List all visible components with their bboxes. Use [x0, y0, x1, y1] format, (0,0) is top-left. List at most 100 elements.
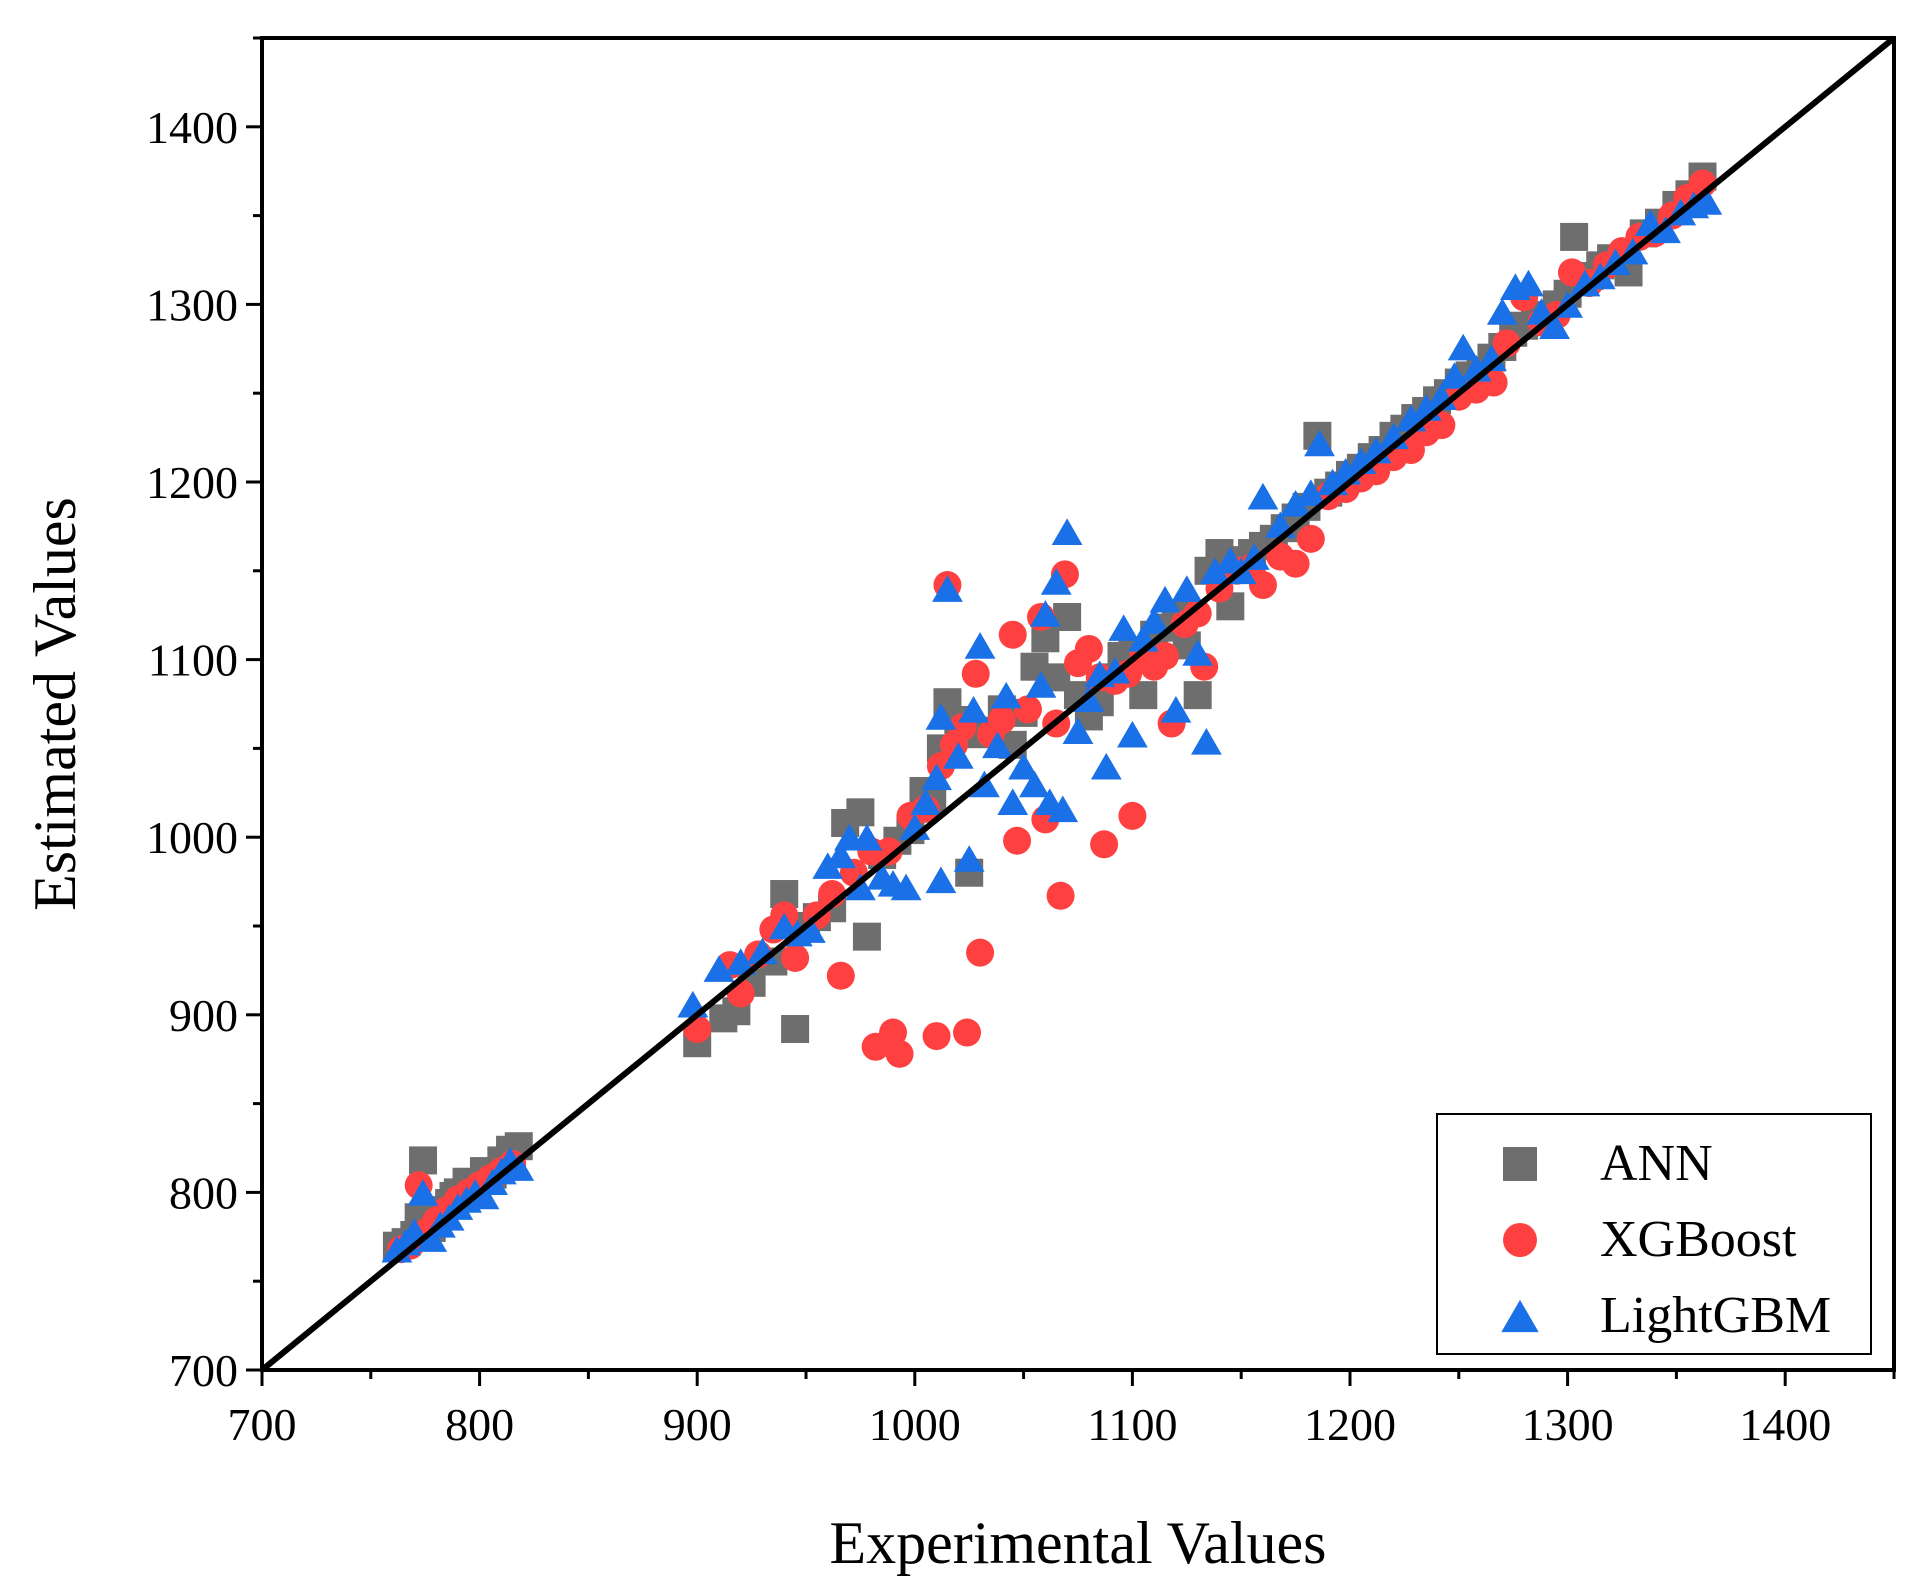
data-point-lightgbm — [1650, 216, 1681, 244]
data-point-lightgbm — [1171, 575, 1203, 602]
data-point-xgboost — [987, 705, 1016, 734]
data-point-lightgbm — [1280, 490, 1311, 517]
data-point-xgboost — [953, 1018, 982, 1047]
data-point-lightgbm — [1090, 752, 1122, 780]
data-point-lightgbm — [1569, 269, 1601, 297]
data-point-xgboost — [1151, 642, 1180, 671]
y-tick-label: 1000 — [146, 812, 238, 863]
data-point-lightgbm — [921, 763, 952, 791]
data-point-lightgbm — [1476, 344, 1507, 371]
data-point-ann — [1053, 602, 1082, 631]
reference-line — [260, 35, 1896, 1373]
legend-marker-ann — [1503, 1147, 1537, 1181]
data-point-lightgbm — [1247, 482, 1279, 510]
data-point-xgboost — [998, 620, 1027, 649]
data-point-xgboost — [1046, 881, 1075, 910]
data-point-lightgbm — [953, 845, 985, 872]
data-point-xgboost — [826, 961, 855, 990]
data-points — [381, 162, 1723, 1264]
data-point-lightgbm — [910, 788, 942, 815]
data-point-lightgbm — [725, 948, 757, 975]
tick-marks — [246, 36, 1896, 1386]
data-point-lightgbm — [851, 823, 883, 851]
data-point-ann — [1560, 222, 1589, 251]
data-point-xgboost — [874, 837, 903, 866]
data-point-lightgbm — [1029, 600, 1061, 627]
data-point-lightgbm — [1295, 479, 1327, 506]
data-point-lightgbm — [1190, 727, 1222, 755]
x-tick-label: 1400 — [1739, 1399, 1831, 1450]
legend-marker-lightgbm — [1501, 1299, 1539, 1333]
x-tick-label: 1000 — [869, 1399, 961, 1450]
data-point-lightgbm — [416, 1225, 448, 1252]
y-tick-label: 900 — [169, 990, 238, 1041]
x-tick-label: 900 — [663, 1399, 732, 1450]
data-point-lightgbm — [942, 742, 974, 769]
data-point-lightgbm — [990, 681, 1022, 709]
data-point-xgboost — [1003, 826, 1032, 855]
data-point-lightgbm — [997, 788, 1029, 815]
data-point-lightgbm — [1138, 607, 1170, 634]
data-point-lightgbm — [925, 703, 957, 730]
data-point-ann — [852, 922, 881, 951]
data-point-lightgbm — [1117, 720, 1148, 748]
tick-labels: 700 800 900 1000 1100 1200 1300 1400 700 800 900 10… — [146, 102, 1831, 1450]
data-point-xgboost — [879, 1018, 908, 1047]
data-point-lightgbm — [1051, 518, 1083, 546]
data-point-lightgbm — [1160, 696, 1192, 723]
data-point-lightgbm — [925, 866, 957, 894]
data-point-xgboost — [781, 943, 810, 972]
data-point-lightgbm — [407, 1179, 439, 1206]
data-point-xgboost — [1281, 549, 1310, 578]
x-tick-label: 800 — [445, 1399, 514, 1450]
legend-markers — [1501, 1147, 1539, 1333]
data-point-xgboost — [1074, 634, 1103, 663]
data-point-lightgbm — [1513, 269, 1544, 297]
data-point-xgboost — [1090, 830, 1119, 859]
data-point-xgboost — [1183, 599, 1212, 628]
data-point-lightgbm — [794, 916, 826, 943]
legend-marker-xgboost — [1503, 1223, 1537, 1257]
data-point-ann — [1183, 681, 1212, 710]
data-point-lightgbm — [932, 575, 963, 602]
y-axis-title: Estimated Values — [22, 497, 88, 911]
data-point-lightgbm — [1062, 717, 1094, 744]
data-point-lightgbm — [1149, 585, 1181, 613]
data-point-xgboost — [966, 938, 995, 967]
legend-label-lightgbm: LightGBM — [1600, 1287, 1831, 1344]
y-tick-label: 1300 — [146, 279, 238, 330]
data-point-xgboost — [1248, 571, 1277, 600]
data-point-ann — [846, 798, 875, 827]
series-ann — [382, 162, 1717, 1260]
x-tick-label: 700 — [228, 1399, 297, 1450]
y-tick-label: 1100 — [148, 635, 238, 686]
data-point-lightgbm — [1108, 614, 1140, 641]
data-point-lightgbm — [890, 873, 922, 901]
data-point-lightgbm — [468, 1182, 500, 1210]
legend: ANN XGBoost LightGBM — [1436, 1113, 1872, 1355]
data-point-xgboost — [1118, 801, 1147, 830]
y-tick-label: 800 — [169, 1167, 238, 1218]
data-point-xgboost — [885, 1039, 914, 1068]
plot-frame — [260, 36, 1896, 1372]
data-point-lightgbm — [1025, 671, 1057, 698]
data-point-lightgbm — [703, 955, 735, 982]
data-point-ann — [409, 1146, 438, 1175]
legend-label-ann: ANN — [1600, 1135, 1713, 1192]
data-point-lightgbm — [1691, 188, 1723, 215]
data-point-lightgbm — [845, 873, 876, 901]
x-axis-title: Experimental Values — [829, 1510, 1326, 1576]
data-point-lightgbm — [825, 841, 857, 869]
data-point-lightgbm — [1447, 333, 1479, 361]
data-point-lightgbm — [1486, 298, 1518, 325]
x-tick-label: 1300 — [1522, 1399, 1614, 1450]
data-point-lightgbm — [1304, 429, 1335, 457]
data-point-xgboost — [961, 659, 990, 688]
data-point-lightgbm — [1199, 557, 1231, 585]
data-point-lightgbm — [982, 731, 1013, 759]
data-point-ann — [781, 1015, 810, 1044]
data-point-lightgbm — [1019, 770, 1050, 798]
y-tick-label: 1200 — [146, 457, 238, 508]
y-tick-label: 700 — [169, 1345, 238, 1396]
